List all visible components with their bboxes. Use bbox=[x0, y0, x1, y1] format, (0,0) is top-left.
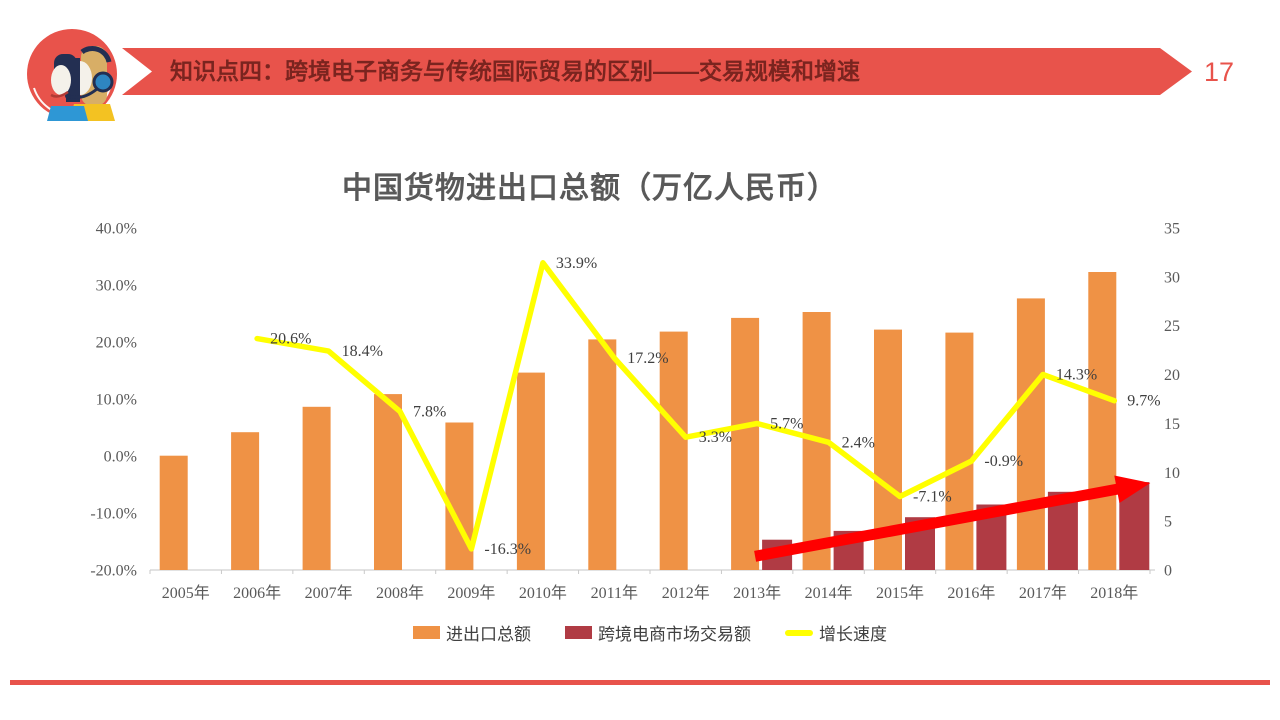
right-axis-label: 5 bbox=[1164, 514, 1172, 531]
orange-bar-swatch-icon bbox=[413, 626, 440, 639]
x-axis-label: 2008年 bbox=[376, 584, 424, 602]
data-label-2008年: 7.8% bbox=[413, 404, 446, 421]
left-axis-label: 0.0% bbox=[104, 449, 137, 466]
crimson-bar-swatch-icon bbox=[565, 626, 592, 639]
x-axis-label: 2018年 bbox=[1090, 584, 1138, 602]
bar-total-2013年 bbox=[731, 317, 760, 570]
x-axis-label: 2011年 bbox=[591, 584, 638, 602]
x-axis-label: 2010年 bbox=[519, 584, 567, 602]
data-label-2016年: -0.9% bbox=[984, 453, 1023, 470]
trend-arrow-head bbox=[1114, 475, 1151, 503]
left-axis-label: 40.0% bbox=[96, 221, 137, 238]
right-axis-label: 15 bbox=[1164, 416, 1180, 433]
right-axis-label: 25 bbox=[1164, 318, 1180, 335]
bar-total-2012年 bbox=[659, 331, 688, 570]
right-axis-label: 0 bbox=[1164, 563, 1172, 580]
data-label-2018年: 9.7% bbox=[1127, 393, 1160, 410]
footer-rule bbox=[10, 680, 1270, 685]
legend-item-crossborder-ecommerce: 跨境电商市场交易额 bbox=[565, 620, 751, 645]
x-axis-label: 2006年 bbox=[233, 584, 281, 602]
bar-total-2018年 bbox=[1088, 272, 1117, 570]
header-title: 知识点四：跨境电子商务与传统国际贸易的区别——交易规模和增速 bbox=[170, 58, 860, 84]
x-axis-label: 2014年 bbox=[805, 584, 853, 602]
bar-total-2011年 bbox=[588, 339, 617, 570]
x-axis-label: 2013年 bbox=[733, 584, 781, 602]
bar-total-2006年 bbox=[231, 432, 260, 570]
x-axis-label: 2009年 bbox=[447, 584, 495, 602]
right-axis-label: 20 bbox=[1164, 367, 1180, 384]
bar-total-2005年 bbox=[159, 455, 188, 570]
left-axis-label: 10.0% bbox=[96, 392, 137, 409]
left-axis-label: 30.0% bbox=[96, 278, 137, 295]
x-axis-label: 2015年 bbox=[876, 584, 924, 602]
growth-line bbox=[254, 260, 1118, 552]
x-axis-label: 2007年 bbox=[305, 584, 353, 602]
legend-label: 跨境电商市场交易额 bbox=[598, 625, 751, 644]
data-label-2007年: 18.4% bbox=[342, 343, 383, 360]
data-label-2017年: 14.3% bbox=[1056, 367, 1097, 384]
bar-total-2016年 bbox=[945, 332, 974, 570]
left-axis-label: -20.0% bbox=[90, 563, 137, 580]
trend-arrow-shaft bbox=[754, 483, 1120, 562]
x-axis-label: 2005年 bbox=[162, 584, 210, 602]
x-axis-label: 2017年 bbox=[1019, 584, 1067, 602]
data-label-2014年: 2.4% bbox=[842, 434, 875, 451]
chart-legend: 进出口总额 跨境电商市场交易额 增长速度 bbox=[150, 620, 1150, 645]
bar-total-2017年 bbox=[1016, 298, 1045, 570]
right-axis-label: 35 bbox=[1164, 221, 1180, 238]
page-number: 17 bbox=[1204, 57, 1235, 87]
bar-total-2010年 bbox=[516, 372, 545, 570]
right-axis-label: 30 bbox=[1164, 269, 1180, 286]
legend-label: 增长速度 bbox=[819, 625, 887, 644]
data-label-2006年: 20.6% bbox=[270, 331, 311, 348]
bar-total-2008年 bbox=[374, 394, 402, 570]
data-label-2013年: 5.7% bbox=[770, 416, 803, 433]
right-axis-label: 10 bbox=[1164, 465, 1180, 482]
yellow-line-swatch-icon bbox=[785, 629, 813, 636]
data-label-2009年: -16.3% bbox=[484, 541, 531, 558]
data-label-2015年: -7.1% bbox=[913, 489, 952, 506]
data-label-2010年: 33.9% bbox=[556, 255, 597, 272]
data-label-2012年: 3.3% bbox=[699, 429, 732, 446]
bar-total-2007年 bbox=[302, 406, 331, 570]
left-axis-label: -10.0% bbox=[90, 506, 137, 523]
left-axis-label: 20.0% bbox=[96, 335, 137, 352]
legend-label: 进出口总额 bbox=[446, 625, 531, 644]
data-label-2011年: 17.2% bbox=[627, 350, 668, 367]
legend-item-imports-exports: 进出口总额 bbox=[413, 620, 531, 645]
x-axis-label: 2016年 bbox=[947, 584, 995, 602]
legend-item-growth-rate: 增长速度 bbox=[785, 620, 887, 645]
x-axis-label: 2012年 bbox=[662, 584, 710, 602]
support-agents-logo-icon bbox=[27, 29, 117, 121]
header-banner bbox=[122, 48, 1192, 95]
chart-title: 中国货物进出口总额（万亿人民币） bbox=[342, 172, 838, 205]
